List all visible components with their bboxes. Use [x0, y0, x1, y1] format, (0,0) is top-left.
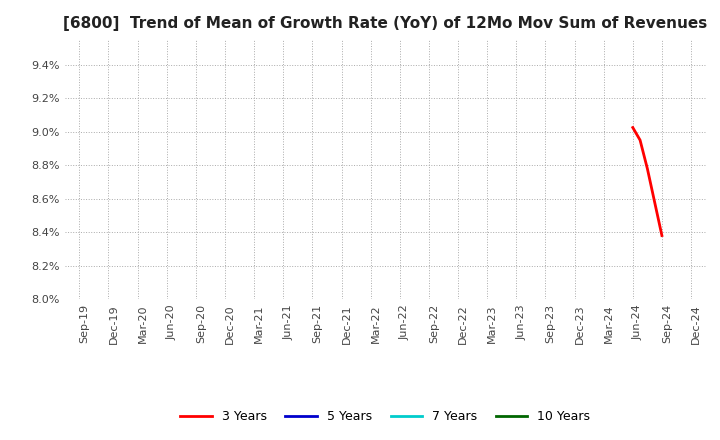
Line: 3 Years: 3 Years — [633, 128, 662, 235]
Title: [6800]  Trend of Mean of Growth Rate (YoY) of 12Mo Mov Sum of Revenues: [6800] Trend of Mean of Growth Rate (YoY… — [63, 16, 707, 32]
Legend: 3 Years, 5 Years, 7 Years, 10 Years: 3 Years, 5 Years, 7 Years, 10 Years — [176, 405, 595, 428]
3 Years — [643, 166, 652, 171]
3 Years — [657, 233, 666, 238]
3 Years — [650, 199, 659, 205]
3 Years — [629, 125, 637, 130]
3 Years — [636, 137, 644, 143]
